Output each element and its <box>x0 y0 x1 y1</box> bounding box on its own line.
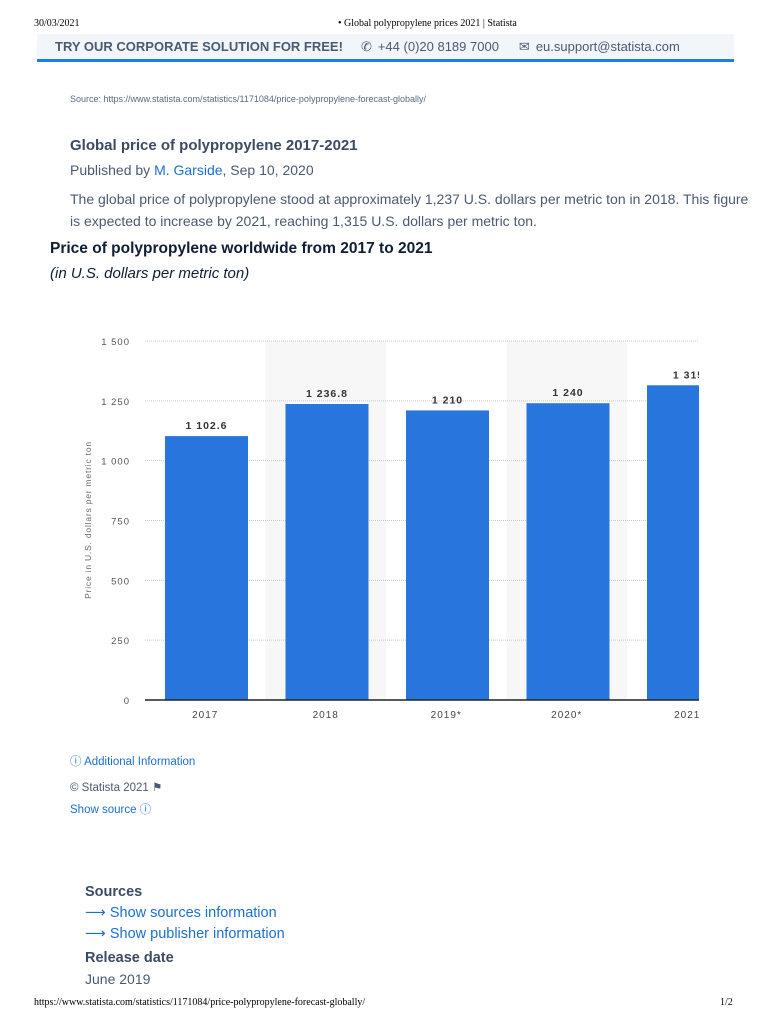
chart-title: Price of polypropylene worldwide from 20… <box>50 240 433 257</box>
additional-info-link[interactable]: ⓘ Additional Information <box>70 753 195 769</box>
data-label: 1 102.6 <box>185 420 227 432</box>
publish-date: , Sep 10, 2020 <box>222 162 314 178</box>
copyright: © Statista 2021 ⚑ <box>70 780 162 794</box>
article-title: Global price of polypropylene 2017-2021 <box>70 137 358 154</box>
data-label: 1 236.8 <box>306 388 348 400</box>
flag-icon[interactable]: ⚑ <box>152 782 163 794</box>
corporate-cta-link[interactable]: TRY OUR CORPORATE SOLUTION FOR FREE! <box>55 39 343 54</box>
y-tick-label: 750 <box>111 517 130 528</box>
arrow-right-icon: ⟶ <box>85 905 110 921</box>
bar-chart: 0 250 500 750 1 000 1 250 1 500 1 102.6 2017 1 23… <box>83 337 699 721</box>
bar-2019* <box>406 410 489 700</box>
y-axis-label: Price in U.S. dollars per metric ton <box>83 441 93 599</box>
info-icon: ⓘ <box>136 804 152 816</box>
show-source-link[interactable]: Show source ⓘ <box>70 801 151 817</box>
bar-2020* <box>526 403 610 700</box>
show-source-label: Show source <box>70 804 137 816</box>
bar-2021 <box>647 385 699 700</box>
additional-info-label: Additional Information <box>84 756 196 768</box>
y-tick-label: 1 250 <box>101 397 130 408</box>
show-sources-link[interactable]: ⟶ Show sources information <box>85 905 277 921</box>
copyright-text: © Statista 2021 <box>70 782 149 794</box>
article-description: The global price of polypropylene stood … <box>70 191 749 229</box>
data-label: 1 210 <box>432 394 463 406</box>
print-date: 30/03/2021 <box>34 18 80 29</box>
y-tick-label: 0 <box>124 696 130 707</box>
chart-subtitle: (in U.S. dollars per metric ton) <box>50 265 250 282</box>
author-link[interactable]: M. Garside <box>154 162 223 178</box>
x-tick-label: 2019* <box>431 710 462 721</box>
y-tick-label: 1 500 <box>101 337 130 348</box>
phone-link[interactable]: +44 (0)20 8189 7000 <box>377 39 499 54</box>
x-tick-label: 2017 <box>192 710 218 721</box>
arrow-right-icon: ⟶ <box>85 926 110 942</box>
x-tick-label: 2021 <box>674 710 699 721</box>
show-sources-label: Show sources information <box>109 905 277 921</box>
data-label: 1 315 <box>673 369 699 381</box>
y-tick-label: 250 <box>111 636 130 647</box>
x-tick-label: 2020* <box>551 710 582 721</box>
bar-2017 <box>165 436 248 700</box>
release-date-heading: Release date <box>85 950 174 966</box>
page-number: 1/2 <box>720 997 733 1008</box>
print-url: https://www.statista.com/statistics/1171… <box>34 997 366 1008</box>
y-tick-label: 500 <box>111 576 130 587</box>
email-link[interactable]: eu.support@statista.com <box>535 39 680 54</box>
corporate-banner: TRY OUR CORPORATE SOLUTION FOR FREE! ✆ +4… <box>37 34 734 62</box>
show-publisher-link[interactable]: ⟶ Show publisher information <box>85 926 285 942</box>
source-url: Source: https://www.statista.com/statist… <box>70 94 426 104</box>
print-title: • Global polypropylene prices 2021 | Sta… <box>338 18 517 29</box>
data-label: 1 240 <box>552 387 583 399</box>
published-prefix: Published by <box>70 162 155 178</box>
release-date-value: June 2019 <box>85 971 151 987</box>
show-publisher-label: Show publisher information <box>109 926 285 942</box>
envelope-icon: ✉ <box>518 38 530 54</box>
phone-icon: ✆ <box>360 38 372 54</box>
y-tick-label: 1 000 <box>101 457 130 468</box>
sources-heading: Sources <box>85 884 143 900</box>
bar-2018 <box>285 403 369 700</box>
info-icon: ⓘ <box>70 756 85 768</box>
x-tick-label: 2018 <box>313 710 339 721</box>
published-by: Published by M. Garside, Sep 10, 2020 <box>70 162 314 178</box>
